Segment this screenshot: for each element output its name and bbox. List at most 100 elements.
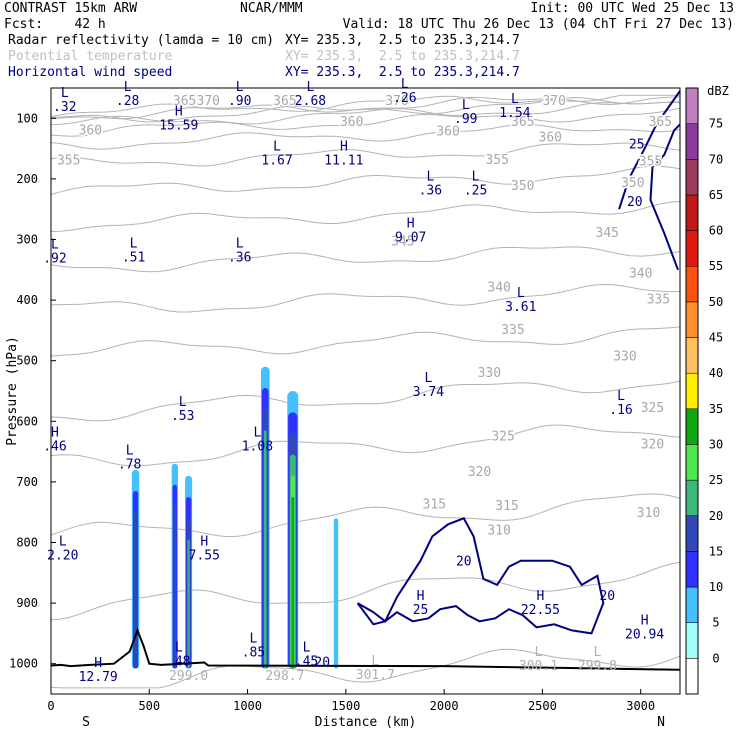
wind-speed-contour	[618, 90, 681, 210]
colorbar-tick-label: 75	[709, 117, 723, 131]
extremum-value: 11.11	[324, 153, 363, 168]
extremum-value: .26	[393, 91, 416, 106]
wind-contour-label: 20	[627, 195, 643, 210]
colorbar-bin	[685, 230, 699, 267]
colorbar-bin	[685, 515, 699, 552]
extremum-value: .36	[419, 184, 442, 199]
theta-contour-label: 365	[173, 94, 196, 109]
colorbar-bin	[685, 265, 699, 303]
colorbar-tick-label: 70	[709, 152, 723, 166]
extremum-value: .92	[43, 252, 66, 267]
extremum-value: .32	[53, 100, 76, 115]
y-tick-label: 600	[16, 414, 38, 428]
potential-temperature-contours	[50, 94, 681, 689]
extremum-value: 2.20	[47, 549, 78, 564]
extremum-marker: L	[424, 371, 432, 386]
theta-contour	[50, 493, 681, 538]
y-tick-label: 800	[16, 536, 38, 550]
theta-contour-label: 310	[487, 524, 510, 539]
colorbar-bin	[685, 622, 699, 659]
theta-contour-label: 315	[423, 498, 446, 513]
extremum-value: 1.54	[499, 106, 530, 121]
reflectivity-cell	[263, 430, 267, 669]
extremum-marker: L	[462, 98, 470, 113]
field-wind-xy: XY= 235.3, 2.5 to 235.3,214.7	[285, 65, 520, 80]
reflectivity-cell	[291, 497, 295, 669]
theta-extremum-marker: L	[594, 645, 602, 660]
theta-contour-label: 340	[487, 281, 510, 296]
theta-contour-label: 310	[637, 506, 660, 521]
extremum-marker: L	[126, 444, 134, 459]
extremum-value: .36	[228, 250, 251, 265]
theta-extremum-value: 298.7	[265, 669, 304, 684]
y-tick-label: 200	[16, 172, 38, 186]
wind-contour-label: 20	[314, 656, 330, 671]
header-title: CONTRAST 15km ARW	[4, 1, 138, 16]
colorbar-tick-label: 40	[709, 366, 723, 380]
y-tick-label: 700	[16, 475, 38, 489]
theta-contour	[50, 123, 681, 150]
extremum-marker: L	[51, 238, 59, 253]
theta-contour	[50, 142, 681, 167]
y-tick-label: 100	[16, 111, 38, 125]
reflectivity-cell	[333, 518, 339, 669]
extremum-marker: L	[253, 425, 261, 440]
x-tick-label: 3000	[626, 699, 655, 713]
extremum-value: .53	[171, 409, 194, 424]
y-tick-label: 1000	[9, 657, 38, 671]
extremum-value: 25	[413, 603, 429, 618]
extremum-value: 20.94	[625, 627, 664, 642]
colorbar-tick-label: 35	[709, 402, 723, 416]
colorbar-bin	[685, 123, 699, 160]
theta-extremum-value: 301.7	[356, 668, 395, 683]
theta-contour	[50, 97, 681, 123]
extremum-value: .90	[228, 94, 251, 109]
colorbar-tick-label: 10	[709, 580, 723, 594]
theta-contour-label: 320	[641, 438, 664, 453]
y-tick-label: 900	[16, 596, 38, 610]
colorbar-tick-label: 0	[712, 651, 719, 665]
colorbar-bin	[685, 479, 699, 517]
theta-contour-label: 365	[649, 115, 672, 130]
theta-contour	[50, 101, 681, 126]
x-axis-end-label: N	[657, 715, 665, 730]
theta-extremum-value: 300.1	[519, 659, 558, 674]
y-tick-label: 300	[16, 233, 38, 247]
colorbar-tick-label: 65	[709, 188, 723, 202]
axes: 0 500 1000 1500 2000 2500 3000 100 200 300 400 500 6…	[5, 111, 665, 730]
theta-contour-label: 320	[468, 465, 491, 480]
theta-contour	[50, 326, 681, 357]
theta-extremum-marker: L	[371, 654, 379, 669]
extremum-value: 1.67	[261, 153, 292, 168]
theta-contour-label: 340	[629, 267, 652, 282]
x-tick-label: 1000	[233, 699, 262, 713]
colorbar-tick-label: 45	[709, 331, 723, 345]
header-org: NCAR/MMM	[240, 1, 303, 16]
extremum-marker: L	[426, 170, 434, 185]
theta-contour-label: 325	[491, 430, 514, 445]
terrain-profile	[50, 627, 681, 671]
extremum-value: .51	[122, 250, 145, 265]
theta-contour-label: 360	[340, 115, 363, 130]
plot-frame	[50, 87, 681, 695]
extremum-value: 2.68	[295, 94, 326, 109]
wind-speed-contour	[649, 123, 681, 271]
field-theta-xy: XY= 235.3, 2.5 to 235.3,214.7	[285, 49, 520, 64]
x-tick-label: 2000	[430, 699, 459, 713]
extremum-marker: H	[94, 656, 102, 671]
field-wind-name: Horizontal wind speed	[8, 65, 173, 80]
theta-contour-label: 355	[57, 153, 80, 168]
field-reflectivity-xy: XY= 235.3, 2.5 to 235.3,214.7	[285, 33, 520, 48]
wind-speed-contours	[356, 90, 681, 635]
colorbar-tick-label: 30	[709, 437, 723, 451]
extremum-marker: L	[250, 632, 258, 647]
colorbar-bin	[685, 551, 699, 588]
colorbar-bin	[685, 372, 699, 410]
extremum-marker: L	[617, 389, 625, 404]
colorbar-tick-label: 15	[709, 544, 723, 558]
theta-contour-label: 370	[385, 94, 408, 109]
y-tick-label: 500	[16, 354, 38, 368]
theta-extremum-marker: L	[535, 645, 543, 660]
colorbar-bin	[685, 301, 699, 338]
theta-contour	[50, 94, 680, 118]
